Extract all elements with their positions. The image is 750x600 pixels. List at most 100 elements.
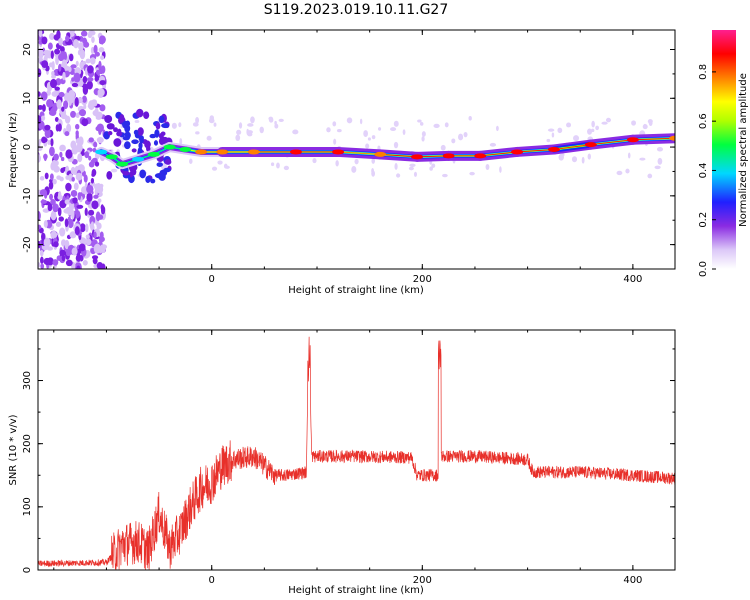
noise-cell — [419, 121, 424, 126]
noise-cell — [573, 135, 580, 142]
noise-cell — [56, 99, 62, 110]
ridge-peak — [442, 153, 455, 159]
noise-cell — [76, 265, 81, 269]
noise-cell — [625, 168, 630, 174]
ridge-peak — [105, 154, 118, 160]
noise-cell — [54, 48, 61, 55]
noise-cell — [39, 189, 48, 196]
noise-cell — [93, 256, 98, 262]
noise-cell — [64, 239, 70, 250]
ridge-segment — [379, 153, 418, 158]
noise-cell — [78, 110, 85, 116]
noise-cell — [413, 171, 418, 177]
noise-cell — [60, 46, 65, 53]
noise-cell — [100, 55, 105, 60]
noise-cell — [591, 128, 595, 133]
noise-cell — [312, 158, 317, 164]
noise-cell — [268, 116, 274, 121]
noise-cell — [601, 121, 608, 125]
noise-cell — [86, 192, 93, 202]
noise-cell — [98, 47, 105, 53]
noise-cell — [208, 118, 215, 124]
noise-cell — [107, 131, 113, 136]
noise-cell — [113, 138, 122, 147]
noise-cell — [354, 158, 359, 165]
snr-plot: 0 200 400 0 100 200 300 Height of straight lin… — [8, 329, 676, 596]
noise-cell — [65, 35, 70, 42]
ridge-segment — [479, 151, 518, 157]
noise-cell — [138, 142, 143, 149]
snr-line — [38, 336, 675, 570]
noise-cell — [394, 162, 398, 170]
noise-cell — [42, 137, 48, 143]
noise-cell — [73, 182, 79, 191]
colorbar-tick-label: 0.4 — [698, 162, 709, 178]
noise-cell — [195, 116, 200, 124]
ridge-segment — [553, 144, 592, 150]
noise-cell — [83, 41, 90, 48]
noise-cell — [378, 127, 382, 131]
noise-cell — [627, 152, 631, 159]
noise-cell — [58, 37, 63, 46]
noise-cell — [468, 115, 472, 121]
noise-cell — [402, 129, 406, 135]
noise-cell — [51, 71, 55, 77]
noise-cell — [61, 59, 68, 68]
noise-cell — [90, 221, 95, 230]
noise-cell — [235, 134, 241, 142]
noise-cell — [90, 57, 96, 65]
noise-cell — [74, 226, 80, 236]
noise-cell — [59, 249, 67, 257]
spectrogram-frame — [37, 29, 676, 270]
noise-cell — [206, 135, 212, 141]
noise-cell — [62, 71, 66, 81]
noise-cell — [81, 118, 89, 127]
ridge-segment — [516, 149, 555, 153]
snr-xtick-label: 0 — [209, 575, 215, 586]
noise-cell — [161, 123, 170, 129]
noise-cell — [396, 173, 401, 178]
noise-cell — [143, 111, 150, 120]
noise-cell — [38, 105, 44, 110]
noise-cell — [179, 138, 183, 145]
noise-cell — [83, 104, 87, 110]
noise-cell — [55, 221, 62, 227]
noise-cell — [52, 203, 59, 213]
noise-cell — [332, 121, 337, 127]
noise-cell — [64, 199, 71, 205]
noise-cell — [133, 129, 139, 135]
noise-cell — [135, 108, 144, 118]
noise-cell — [458, 133, 464, 141]
noise-cell — [64, 208, 69, 214]
ridge-peak — [163, 144, 176, 150]
noise-cell — [444, 122, 449, 128]
noise-cell — [99, 231, 104, 239]
noise-cell — [363, 130, 369, 137]
noise-cell — [71, 209, 75, 220]
noise-cell — [68, 66, 72, 73]
noise-cell — [75, 172, 83, 181]
noise-cell — [335, 160, 339, 167]
noise-cell — [61, 106, 65, 112]
noise-cell — [68, 53, 74, 62]
noise-cell — [75, 60, 79, 67]
noise-cell — [68, 97, 72, 106]
noise-cell — [106, 171, 113, 180]
noise-cell — [73, 38, 79, 49]
noise-cell — [178, 122, 182, 128]
snr-ylabel: SNR (10 * v/v) — [8, 414, 19, 485]
spectrogram-ylabel: Frequency (Hz) — [8, 112, 19, 188]
noise-cell — [50, 138, 54, 147]
noise-cell — [89, 215, 96, 225]
noise-cell — [440, 144, 446, 151]
noise-cell — [98, 127, 102, 136]
noise-cell — [79, 49, 86, 60]
noise-cell — [85, 234, 90, 239]
noise-cell — [274, 120, 277, 126]
noise-cell — [91, 172, 96, 177]
noise-cell — [96, 111, 103, 119]
noise-cell — [223, 163, 228, 169]
noise-cell — [247, 123, 254, 127]
noise-cell — [78, 42, 84, 51]
